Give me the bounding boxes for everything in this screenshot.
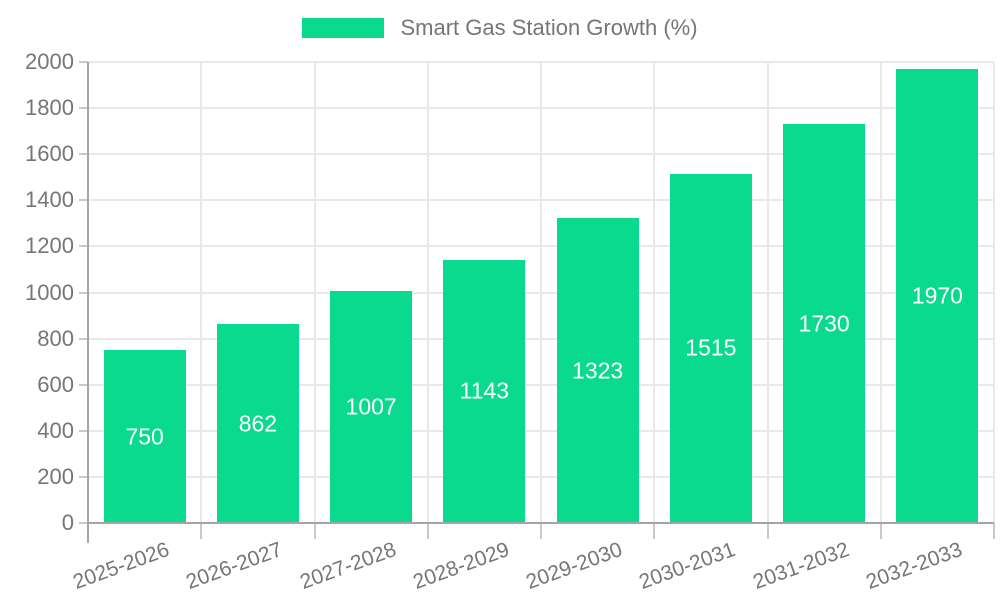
- gridline-v: [313, 62, 316, 523]
- y-tick: [79, 61, 88, 63]
- gridline-v: [653, 62, 656, 523]
- y-tick-label: 1400: [25, 187, 74, 213]
- x-axis-line: [88, 522, 994, 524]
- gridline-v: [200, 62, 203, 523]
- gridline-v: [540, 62, 542, 523]
- legend: Smart Gas Station Growth (%): [0, 0, 1000, 56]
- y-tick: [79, 153, 88, 156]
- x-tick-label: 2028-2029: [409, 538, 513, 594]
- bar-value-label: 1323: [572, 357, 624, 384]
- bar-value-label: 862: [238, 410, 278, 437]
- legend-swatch: [302, 18, 385, 38]
- x-tick: [200, 523, 203, 539]
- y-tick-label: 400: [37, 417, 74, 443]
- bar-value-label: 1143: [459, 377, 510, 404]
- x-tick: [540, 523, 542, 539]
- bar[interactable]: 862: [216, 324, 299, 523]
- x-tick-label: 2025-2026: [70, 538, 173, 594]
- x-tick-label: 2031-2032: [749, 538, 852, 594]
- x-tick: [993, 523, 995, 539]
- bar[interactable]: 1143: [443, 259, 526, 523]
- y-tick-label: 800: [37, 325, 74, 351]
- y-tick: [79, 107, 88, 110]
- gridline-v: [766, 62, 769, 523]
- bar-value-label: 1970: [911, 282, 963, 309]
- y-tick-label: 600: [37, 371, 74, 397]
- bar[interactable]: 1970: [896, 68, 979, 523]
- x-tick: [879, 523, 882, 539]
- y-tick-label: 0: [61, 510, 74, 535]
- x-tick-label: 2030-2031: [636, 538, 739, 594]
- y-tick: [79, 383, 88, 386]
- y-axis-line: [87, 62, 89, 543]
- gridline-v: [879, 62, 882, 523]
- x-tick-label: 2032-2033: [862, 538, 966, 594]
- bar[interactable]: 1515: [669, 173, 752, 523]
- bar[interactable]: 1730: [783, 124, 866, 523]
- legend-label: Smart Gas Station Growth (%): [400, 15, 698, 40]
- x-tick: [766, 523, 769, 539]
- bar-value-label: 1007: [345, 393, 397, 420]
- y-tick: [79, 245, 88, 248]
- y-tick-label: 2000: [25, 49, 74, 74]
- x-tick-label: 2027-2028: [296, 538, 399, 594]
- gridline-v: [426, 62, 429, 523]
- y-tick-label: 200: [37, 463, 74, 489]
- bar[interactable]: 1323: [556, 218, 639, 523]
- y-tick-label: 1800: [25, 95, 74, 121]
- y-tick: [79, 475, 88, 478]
- x-tick: [313, 523, 316, 539]
- legend-item-growth[interactable]: Smart Gas Station Growth (%): [302, 15, 698, 41]
- y-tick: [79, 522, 88, 524]
- y-tick-label: 1600: [25, 141, 74, 167]
- y-tick-label: 1200: [25, 233, 74, 259]
- bar-value-label: 750: [125, 423, 164, 450]
- bar[interactable]: 1007: [330, 290, 413, 523]
- x-tick: [653, 523, 656, 539]
- y-tick-label: 1000: [25, 279, 74, 305]
- x-tick: [426, 523, 429, 539]
- gridline-v: [993, 62, 995, 523]
- bar-value-label: 1730: [798, 310, 850, 337]
- bar[interactable]: 750: [103, 350, 186, 523]
- bar-value-label: 1515: [685, 334, 737, 361]
- y-tick: [79, 291, 88, 294]
- x-tick-label: 2026-2027: [183, 538, 286, 594]
- x-tick-label: 2029-2030: [523, 538, 626, 594]
- y-tick: [79, 429, 88, 432]
- y-tick: [79, 199, 88, 202]
- plot-area: 0 200 400 600 800 1000 1200 1400 1600 1800 2000 750…: [25, 49, 995, 594]
- y-tick: [79, 337, 88, 340]
